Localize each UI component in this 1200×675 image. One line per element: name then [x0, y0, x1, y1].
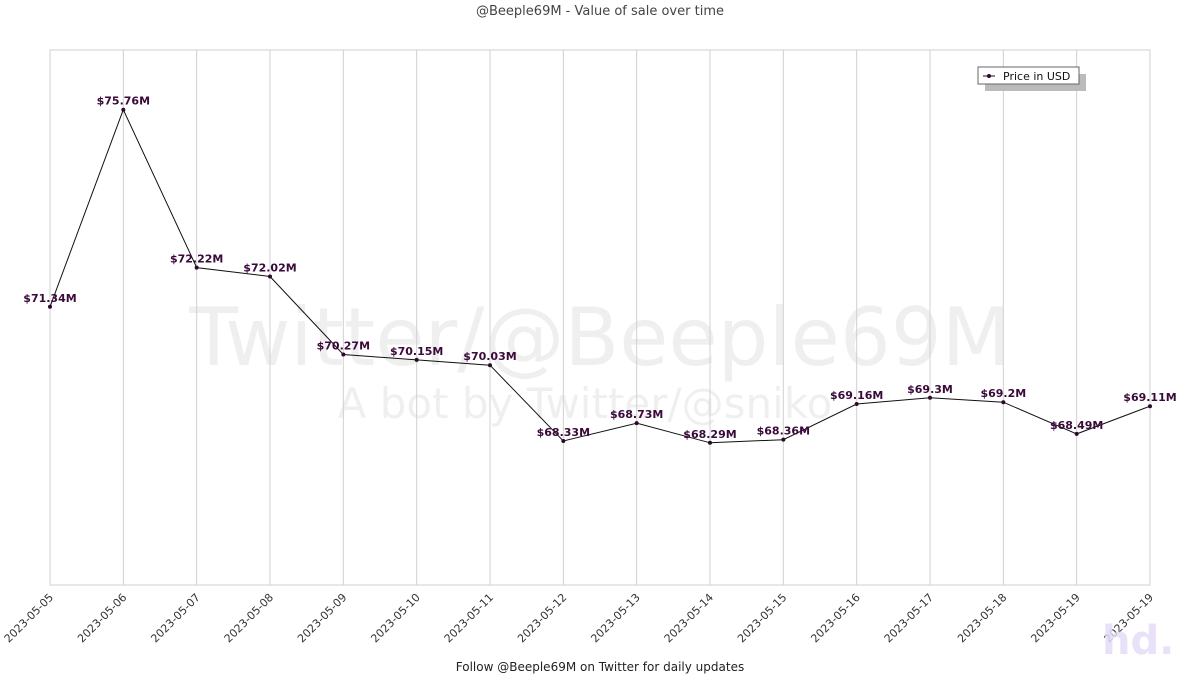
data-point — [48, 304, 52, 309]
watermark-line-1: Twitter/@Beeple69M — [188, 291, 1010, 384]
data-label: $69.11M — [1123, 391, 1176, 404]
x-tick-label: 2023-05-12 — [515, 591, 569, 645]
data-label: $69.16M — [830, 389, 883, 402]
data-point — [1074, 431, 1079, 436]
x-tick-label: 2023-05-13 — [588, 591, 642, 645]
data-point — [634, 421, 639, 426]
data-point — [414, 357, 419, 362]
data-label: $70.03M — [463, 350, 516, 363]
data-label: $68.29M — [683, 428, 736, 441]
data-point — [561, 438, 566, 443]
grid-lines — [122, 50, 1078, 585]
data-label: $71.34M — [23, 292, 76, 305]
x-tick-label: 2023-05-16 — [808, 591, 862, 645]
data-point — [1001, 400, 1006, 405]
data-label: $69.2M — [980, 387, 1026, 400]
data-label: $70.15M — [390, 345, 443, 358]
x-tick-labels: 2023-05-05 2023-05-06 2023-05-07 2023-05-08… — [2, 591, 1156, 645]
data-label: $68.49M — [1050, 419, 1103, 432]
x-tick-label: 2023-05-08 — [222, 591, 276, 645]
legend: Price in USD — [977, 66, 1086, 91]
series-line-price-in-usd — [49, 108, 1151, 444]
x-tick-label: 2023-05-10 — [368, 591, 422, 645]
data-label: $68.73M — [610, 408, 663, 421]
data-label: $68.33M — [537, 426, 590, 439]
plot-area — [49, 49, 1151, 586]
data-point — [708, 440, 712, 445]
data-label: $72.02M — [243, 261, 296, 274]
x-tick-label: 2023-05-07 — [148, 591, 202, 645]
data-point — [928, 395, 932, 400]
x-tick-label: 2023-05-19 — [1028, 591, 1082, 645]
data-point — [121, 107, 126, 112]
x-tick-label: 2023-05-05 — [2, 591, 56, 645]
data-point — [854, 401, 859, 406]
data-label: $75.76M — [97, 95, 150, 108]
data-labels: $71.34M $75.76M $72.22M $72.02M $70.27M $70.1… — [23, 95, 1176, 441]
x-tick-label: 2023-05-14 — [662, 591, 716, 645]
watermark: Twitter/@Beeple69M A bot by Twitter/@sni… — [188, 291, 1010, 428]
x-tick-label: 2023-05-15 — [735, 591, 789, 645]
data-label: $68.36M — [757, 425, 810, 438]
corner-logo: hd. — [1102, 618, 1174, 664]
watermark-line-2: A bot by Twitter/@sniko — [338, 379, 833, 428]
x-tick-label: 2023-05-09 — [295, 591, 349, 645]
x-tick-label: 2023-05-06 — [75, 591, 129, 645]
chart-title: @Beeple69M - Value of sale over time — [476, 4, 724, 19]
data-markers — [48, 107, 1152, 445]
data-label: $69.3M — [907, 383, 953, 396]
x-tick-label: 2023-05-11 — [442, 591, 496, 645]
data-label: $72.22M — [170, 253, 223, 266]
data-label: $70.27M — [317, 340, 370, 353]
footer-text: Follow @Beeple69M on Twitter for daily u… — [455, 660, 745, 674]
legend-box — [977, 66, 1080, 85]
data-point — [341, 352, 346, 357]
x-tick-label: 2023-05-18 — [955, 591, 1009, 645]
x-tick-label: 2023-05-17 — [882, 591, 936, 645]
data-point — [268, 274, 272, 279]
data-point — [488, 363, 492, 368]
data-point — [194, 265, 199, 270]
data-point — [1148, 404, 1152, 409]
legend-label: Price in USD — [1003, 70, 1070, 83]
legend-marker — [987, 74, 991, 78]
data-point — [781, 437, 786, 442]
